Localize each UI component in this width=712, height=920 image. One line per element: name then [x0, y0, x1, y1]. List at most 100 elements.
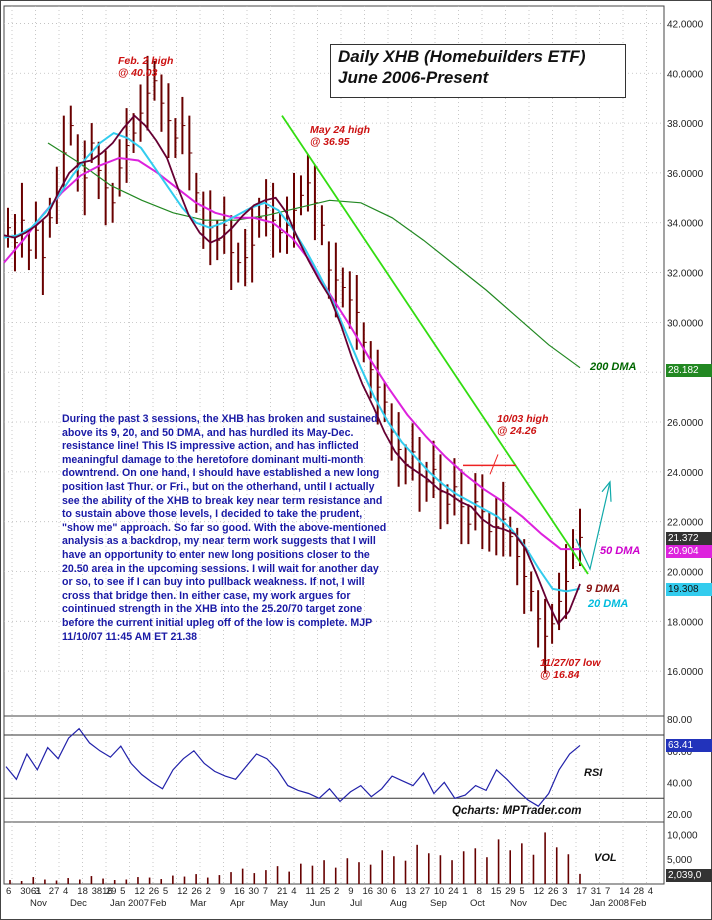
label-20dma: 20 DMA: [588, 598, 629, 610]
x-day-tick-label: 31: [591, 886, 602, 897]
rsi-tick-label: 60.00: [667, 747, 692, 758]
x-day-tick-label: 28: [633, 886, 644, 897]
commentary-text: During the past 3 sessions, the XHB has …: [62, 413, 387, 643]
oct-high-pointer: [489, 454, 499, 475]
price-tick-label: 42.0000: [667, 19, 704, 30]
price-tick-label: 20.0000: [667, 568, 704, 579]
x-day-tick-label: 3: [562, 886, 567, 897]
annotation-nov-low: 11/27/07 low @ 16.84: [540, 657, 601, 681]
x-month-label: Nov: [30, 898, 47, 909]
label-9dma: 9 DMA: [586, 583, 621, 595]
vol-tick-label: 10,000: [667, 830, 698, 841]
x-day-tick-label: 10: [434, 886, 445, 897]
rsi-line: [5, 727, 581, 807]
x-day-tick-label: 12: [534, 886, 545, 897]
x-day-tick-label: 13: [405, 886, 416, 897]
x-day-tick-label: 2: [334, 886, 339, 897]
x-day-tick-label: 11: [305, 886, 315, 897]
x-day-tick-label: 14: [619, 886, 630, 897]
x-month-label: Jan 2008: [590, 898, 629, 909]
vol-label: VOL: [594, 852, 617, 864]
x-month-label: Feb: [630, 898, 646, 909]
x-month-label: Oct: [470, 898, 485, 909]
badge-rsi: 63.41: [666, 739, 712, 752]
x-day-tick-label: 6: [6, 886, 11, 897]
x-day-tick-label: 26: [191, 886, 202, 897]
x-day-tick-label: 8: [477, 886, 482, 897]
label-50dma: 50 DMA: [600, 545, 641, 557]
x-month-label: Mar: [190, 898, 206, 909]
x-day-tick-label: 12: [134, 886, 145, 897]
projection-arrowhead: [601, 480, 612, 502]
label-200dma: 200 DMA: [590, 361, 637, 373]
annotation-may-high: May 24 high @ 36.95: [310, 124, 371, 148]
x-month-label: Sep: [430, 898, 447, 909]
x-day-tick-label: 30: [377, 886, 388, 897]
x-month-label: Jan 2007: [110, 898, 149, 909]
x-day-tick-label: 5: [519, 886, 524, 897]
chart-title: Daily XHB (Homebuilders ETF) June 2006-Pr…: [338, 47, 586, 87]
badge-50dma: 20.904: [666, 545, 712, 558]
x-day-tick-label: 30: [248, 886, 259, 897]
x-day-tick-label: 29: [505, 886, 516, 897]
x-day-tick-label: 3: [35, 886, 40, 897]
x-day-tick-label: 3061: [20, 886, 41, 897]
x-day-tick-label: 16: [234, 886, 245, 897]
x-day-tick-label: 7: [605, 886, 610, 897]
rsi-tick-label: 20.00: [667, 810, 692, 821]
x-day-tick-label: 5: [163, 886, 168, 897]
axes: 42.0000 40.0000 38.0000 36.0000 34.0000 32.00…: [6, 19, 704, 909]
rsi-panel: [4, 727, 664, 807]
price-tick-label: 16.0000: [667, 667, 704, 678]
annotation-feb-high: Feb. 2 high @ 40.03: [118, 55, 174, 79]
x-day-tick-label: 26: [149, 886, 160, 897]
x-day-tick-label: 9: [348, 886, 353, 897]
x-day-tick-label: 4: [648, 886, 653, 897]
x-day-tick-label: 9: [220, 886, 225, 897]
price-tick-label: 32.0000: [667, 269, 704, 280]
dma9-line: [3, 114, 581, 626]
x-day-tick-label: 25: [320, 886, 331, 897]
x-day-tick-label: 15: [491, 886, 502, 897]
x-month-label: May: [270, 898, 288, 909]
price-tick-label: 24.0000: [667, 468, 704, 479]
x-month-label: Nov: [510, 898, 527, 909]
x-day-tick-label: 29: [106, 886, 117, 897]
price-tick-label: 40.0000: [667, 69, 704, 80]
x-day-tick-label: 12: [177, 886, 188, 897]
x-day-tick-label: 17: [576, 886, 587, 897]
rsi-label: RSI: [584, 767, 603, 779]
projection-line: [575, 481, 611, 571]
price-tick-label: 26.0000: [667, 418, 704, 429]
x-month-label: Jul: [350, 898, 362, 909]
dma20-line: [3, 131, 581, 593]
x-day-tick-label: 21: [277, 886, 288, 897]
x-day-tick-label: 4: [63, 886, 68, 897]
x-day-tick-label: 5: [120, 886, 125, 897]
x-day-tick-label: 1: [462, 886, 467, 897]
badge-volume: 2,039,0: [666, 869, 712, 882]
x-day-tick-label: 16: [363, 886, 374, 897]
chart-credit: Qcharts: MPTrader.com: [452, 805, 582, 817]
badge-200dma: 28.182: [666, 364, 712, 377]
price-tick-label: 18.0000: [667, 617, 704, 628]
x-month-label: Aug: [390, 898, 407, 909]
x-day-tick-label: 27: [420, 886, 431, 897]
x-day-tick-label: 6: [391, 886, 396, 897]
x-month-label: Feb: [150, 898, 166, 909]
x-month-label: Dec: [70, 898, 87, 909]
annotation-oct-high: 10/03 high @ 24.26: [497, 413, 549, 437]
grid: [3, 5, 665, 885]
x-day-tick-label: 4: [291, 886, 296, 897]
volume-panel: [9, 832, 581, 884]
price-tick-label: 36.0000: [667, 169, 704, 180]
dma200-line: [47, 142, 581, 369]
x-month-label: Dec: [550, 898, 567, 909]
badge-price: 21.372: [666, 532, 712, 545]
price-panel: [3, 55, 612, 674]
title-box: [330, 44, 629, 101]
price-tick-label: 30.0000: [667, 318, 704, 329]
downtrend-line: [281, 115, 589, 575]
price-tick-label: 22.0000: [667, 518, 704, 529]
